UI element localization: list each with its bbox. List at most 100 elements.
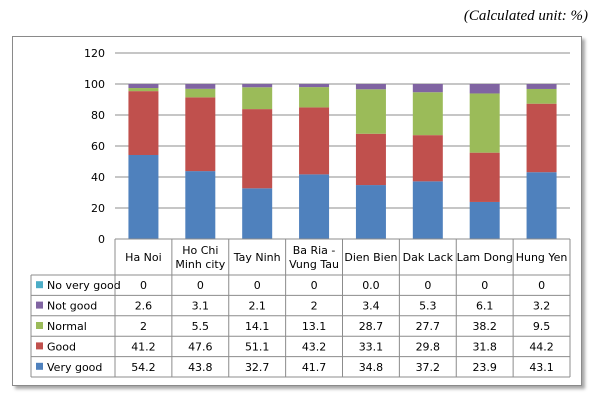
data-table-value: 41.2 <box>131 340 156 353</box>
data-table-value: 14.1 <box>245 320 270 333</box>
data-table-value: 3.1 <box>192 300 210 313</box>
category-label: Dak Lack <box>403 251 454 264</box>
data-table-value: 5.5 <box>192 320 210 333</box>
bar-normal <box>355 89 386 134</box>
legend-label: Normal <box>47 320 87 333</box>
bar-normal <box>185 88 216 98</box>
y-tick-label: 0 <box>98 233 105 246</box>
y-tick-label: 20 <box>91 202 105 215</box>
data-table-value: 5.3 <box>419 300 437 313</box>
y-tick-label: 60 <box>91 140 105 153</box>
data-table-value: 0 <box>424 279 431 292</box>
data-table-value: 41.7 <box>302 361 327 374</box>
bar-good <box>128 91 159 155</box>
bar-not-good <box>526 84 557 89</box>
data-table-value: 43.1 <box>529 361 554 374</box>
data-table-value: 6.1 <box>476 300 494 313</box>
data-table-value: 31.8 <box>472 340 497 353</box>
category-label: Hung Yen <box>516 251 568 264</box>
category-label: Tay Ninh <box>233 251 281 264</box>
category-label: Ha Noi <box>125 251 162 264</box>
category-label: Vung Tau <box>289 258 339 271</box>
bar-not-good <box>355 84 386 90</box>
data-table-value: 34.8 <box>359 361 384 374</box>
legend-label: No very good <box>47 279 121 292</box>
bar-very-good <box>242 188 273 239</box>
legend-key <box>36 322 43 329</box>
legend-key <box>36 342 43 350</box>
legend-label: Good <box>47 340 76 353</box>
y-tick-label: 40 <box>91 171 105 184</box>
bar-good <box>526 103 557 173</box>
data-table-value: 13.1 <box>302 320 327 333</box>
bar-not-good <box>185 84 216 89</box>
bar-very-good <box>185 171 216 239</box>
data-table-value: 0.0 <box>362 279 380 292</box>
legend-key <box>36 281 43 289</box>
bar-good <box>185 97 216 172</box>
legend-label: Very good <box>47 361 102 374</box>
bar-normal <box>412 92 443 136</box>
bar-good <box>412 135 443 182</box>
category-label: Ba Ria - <box>293 244 336 257</box>
data-table-value: 2 <box>140 320 147 333</box>
data-table-value: 54.2 <box>131 361 156 374</box>
bar-normal <box>469 93 500 153</box>
data-table-value: 0 <box>140 279 147 292</box>
unit-note: (Calculated unit: %) <box>463 8 588 24</box>
bar-good <box>299 107 330 175</box>
data-table-value: 0 <box>311 279 318 292</box>
bar-not-good <box>242 84 273 88</box>
legend-label: Not good <box>47 300 97 313</box>
data-table-value: 43.8 <box>188 361 213 374</box>
data-table-value: 3.4 <box>362 300 380 313</box>
data-table-value: 3.2 <box>533 300 551 313</box>
data-table-value: 0 <box>197 279 204 292</box>
bar-good <box>469 152 500 202</box>
bar-not-good <box>412 84 443 93</box>
chart-frame: 0 20 40 60 80 100 120 Ha Noi Ho Chi Minh city Tay … <box>12 36 582 386</box>
data-table-value: 2.1 <box>248 300 266 313</box>
bar-normal <box>128 88 159 92</box>
data-table-value: 44.2 <box>529 340 554 353</box>
bar-very-good <box>355 185 386 239</box>
bar-normal <box>299 87 330 108</box>
data-table-value: 32.7 <box>245 361 270 374</box>
data-table-value: 27.7 <box>416 320 441 333</box>
legend-key <box>36 301 43 309</box>
bar-normal <box>242 87 273 110</box>
bar-very-good <box>469 201 500 239</box>
bar-very-good <box>412 181 443 239</box>
data-table-value: 0 <box>254 279 261 292</box>
data-table-value: 2 <box>311 300 318 313</box>
data-table-value: 9.5 <box>533 320 551 333</box>
data-table-value: 43.2 <box>302 340 327 353</box>
data-table-value: 0 <box>538 279 545 292</box>
y-tick-label: 100 <box>84 78 105 91</box>
data-table-value: 37.2 <box>416 361 441 374</box>
data-table-value: 0 <box>481 279 488 292</box>
bar-normal <box>526 88 557 104</box>
bar-very-good <box>526 172 557 239</box>
bar-good <box>242 109 273 189</box>
data-table-value: 29.8 <box>416 340 441 353</box>
category-label: Lam Dong <box>457 251 513 264</box>
bar-not-good <box>128 84 159 89</box>
bar-very-good <box>128 154 159 239</box>
bar-not-good <box>469 84 500 94</box>
data-table-value: 2.6 <box>135 300 153 313</box>
bar-good <box>355 133 386 186</box>
bar-very-good <box>299 174 330 239</box>
data-table-value: 51.1 <box>245 340 270 353</box>
data-table-value: 47.6 <box>188 340 213 353</box>
bar-not-good <box>299 84 330 88</box>
legend-key <box>36 362 43 370</box>
category-label: Ho Chi <box>182 244 218 257</box>
category-label: Minh city <box>175 258 225 271</box>
y-tick-label: 80 <box>91 109 105 122</box>
data-table-value: 23.9 <box>472 361 497 374</box>
category-label: Dien Bien <box>344 251 397 264</box>
y-tick-label: 120 <box>84 47 105 60</box>
data-table-value: 38.2 <box>472 320 497 333</box>
